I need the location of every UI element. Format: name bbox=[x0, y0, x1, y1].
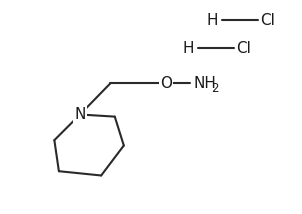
Text: H: H bbox=[207, 13, 218, 28]
Text: Cl: Cl bbox=[260, 13, 275, 28]
Text: NH: NH bbox=[193, 76, 216, 91]
Text: Cl: Cl bbox=[236, 41, 251, 56]
Text: N: N bbox=[74, 107, 86, 122]
Text: O: O bbox=[160, 76, 172, 91]
Text: 2: 2 bbox=[211, 82, 218, 95]
Text: H: H bbox=[182, 41, 194, 56]
